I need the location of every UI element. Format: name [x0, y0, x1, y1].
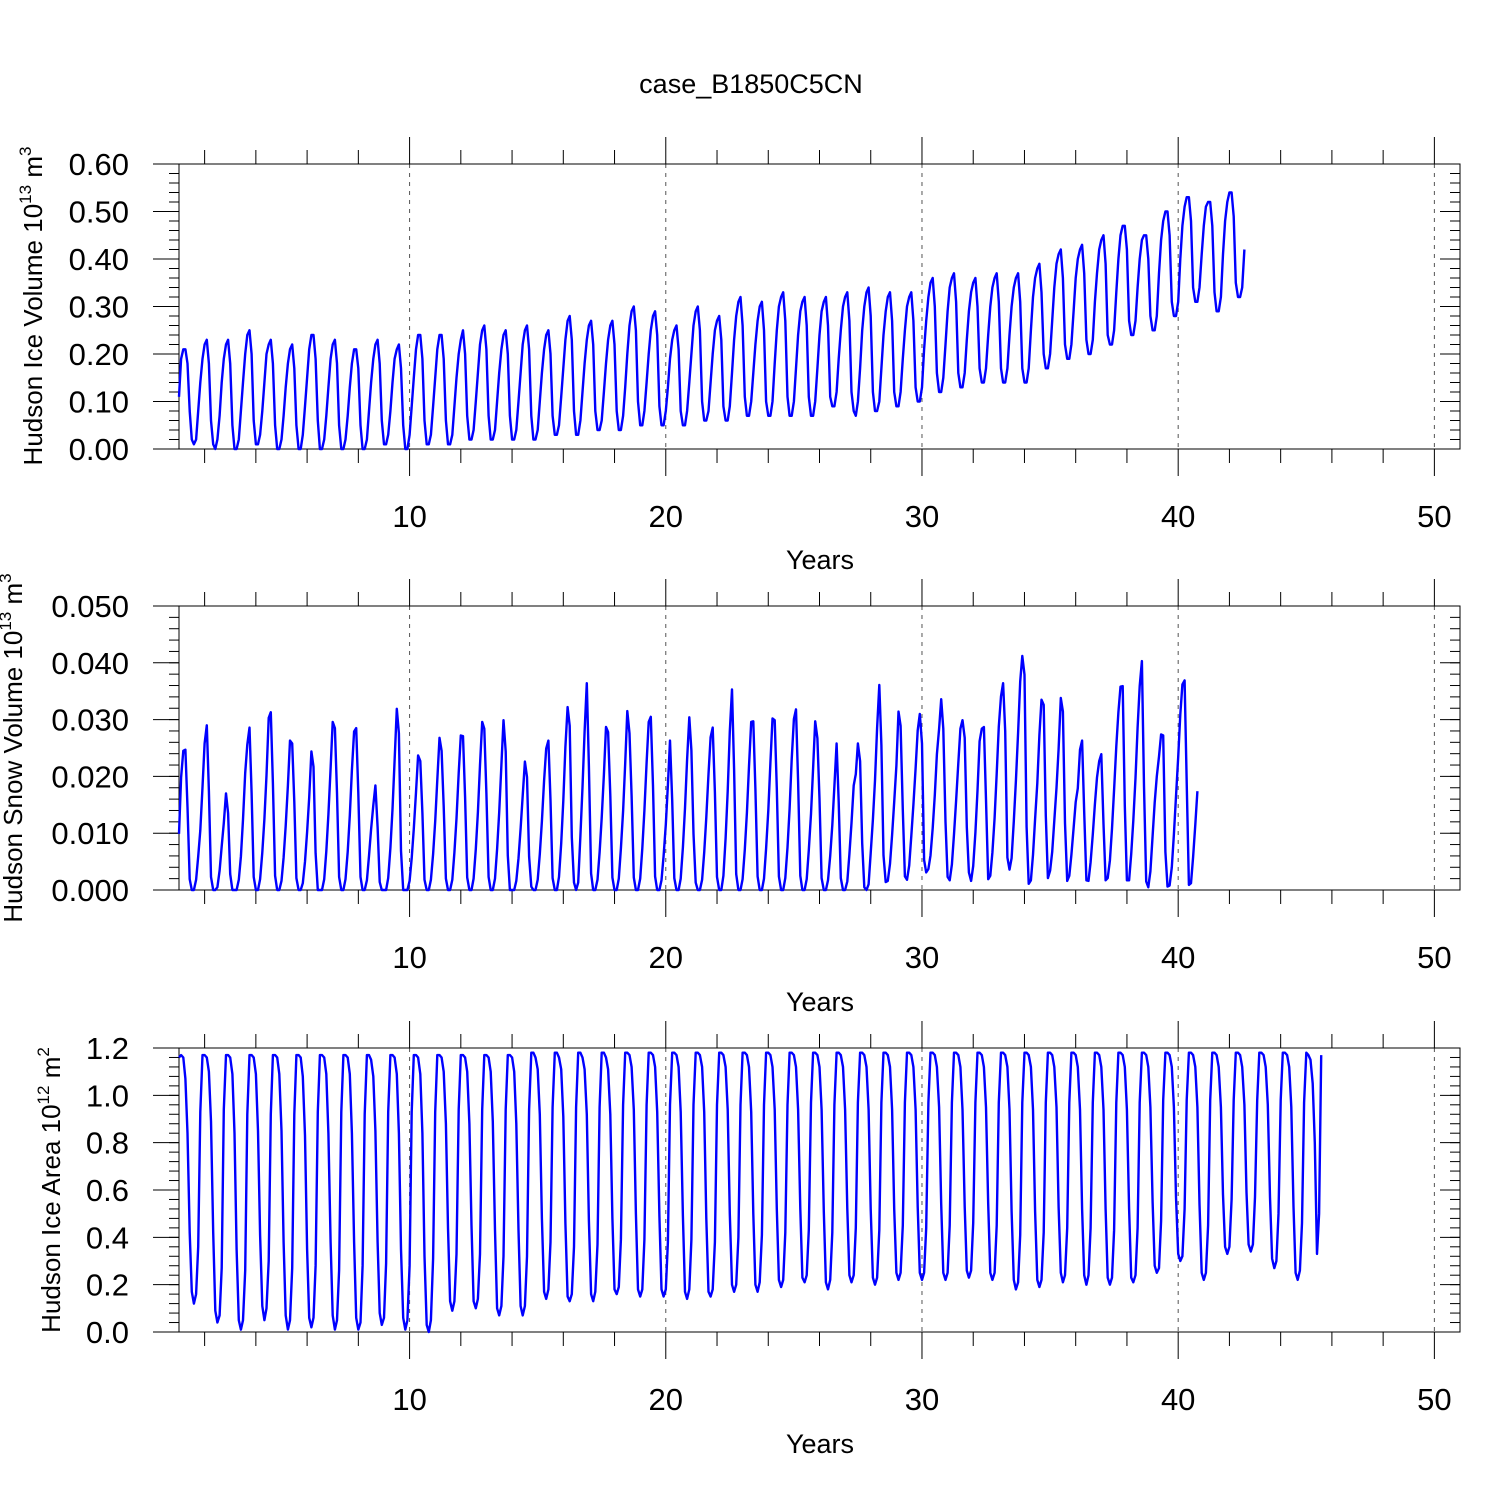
x-tick-label-ice-volume-50: 50: [1417, 499, 1451, 534]
y-tick-label-snow-volume-0.010: 0.010: [51, 816, 129, 851]
y-tick-label-snow-volume-0.030: 0.030: [51, 703, 129, 738]
x-tick-label-ice-area-50: 50: [1417, 1382, 1451, 1417]
x-tick-label-ice-volume-20: 20: [649, 499, 683, 534]
x-tick-label-ice-area-10: 10: [392, 1382, 426, 1417]
x-tick-label-snow-volume-30: 30: [905, 940, 939, 975]
y-tick-label-ice-volume-0.00: 0.00: [69, 432, 129, 467]
panel-ice-volume: Hudson Ice Volume 1013 m3 Years 0.00 0.10…: [16, 137, 1461, 575]
series-line-snow-volume: [177, 654, 1199, 892]
y-tick-label-snow-volume-0.020: 0.020: [51, 759, 129, 794]
panel-ice-area: Hudson Ice Area 1012 m2 Years 0.0 0.2 0.4 0…: [34, 1021, 1461, 1459]
y-axis-label-snow-volume: Hudson Snow Volume 1013 m3: [0, 573, 28, 922]
y-tick-label-ice-area-0.6: 0.6: [86, 1173, 129, 1208]
x-tick-label-ice-volume-30: 30: [905, 499, 939, 534]
y-tick-label-ice-volume-0.30: 0.30: [69, 290, 129, 325]
y-tick-label-ice-area-1.0: 1.0: [86, 1078, 129, 1113]
x-tick-label-ice-area-30: 30: [905, 1382, 939, 1417]
y-tick-label-ice-volume-0.50: 0.50: [69, 195, 129, 230]
y-tick-label-ice-area-0.2: 0.2: [86, 1268, 129, 1303]
y-tick-label-ice-volume-0.60: 0.60: [69, 147, 129, 182]
y-tick-label-snow-volume-0.040: 0.040: [51, 646, 129, 681]
x-tick-label-ice-volume-40: 40: [1161, 499, 1195, 534]
x-tick-label-snow-volume-20: 20: [649, 940, 683, 975]
y-tick-label-ice-volume-0.20: 0.20: [69, 337, 129, 372]
chart-title: case_B1850C5CN: [639, 69, 863, 99]
x-tick-label-ice-area-40: 40: [1161, 1382, 1195, 1417]
panel-snow-volume: Hudson Snow Volume 1013 m3 Years 0.000 0.…: [0, 573, 1461, 1017]
y-tick-label-ice-area-0.4: 0.4: [86, 1220, 129, 1255]
x-tick-label-ice-area-20: 20: [649, 1382, 683, 1417]
series-line-ice-volume: [177, 191, 1246, 451]
y-axis-label-ice-volume: Hudson Ice Volume 1013 m3: [16, 147, 48, 466]
y-tick-label-ice-volume-0.10: 0.10: [69, 385, 129, 420]
y-tick-label-ice-volume-0.40: 0.40: [69, 242, 129, 277]
y-tick-label-ice-area-1.2: 1.2: [86, 1031, 129, 1066]
y-axis-label-ice-area: Hudson Ice Area 1012 m2: [34, 1047, 66, 1333]
x-tick-label-snow-volume-40: 40: [1161, 940, 1195, 975]
x-axis-label-ice-area: Years: [786, 1429, 854, 1459]
x-axis-label-ice-volume: Years: [786, 545, 854, 575]
x-axis-label-snow-volume: Years: [786, 987, 854, 1017]
y-tick-label-ice-area-0.0: 0.0: [86, 1315, 129, 1350]
x-tick-label-snow-volume-50: 50: [1417, 940, 1451, 975]
series-line-ice-area: [178, 1051, 1323, 1334]
y-tick-label-ice-area-0.8: 0.8: [86, 1126, 129, 1161]
y-tick-label-snow-volume-0.000: 0.000: [51, 873, 129, 908]
x-tick-label-snow-volume-10: 10: [392, 940, 426, 975]
x-tick-label-ice-volume-10: 10: [392, 499, 426, 534]
y-tick-label-snow-volume-0.050: 0.050: [51, 589, 129, 624]
